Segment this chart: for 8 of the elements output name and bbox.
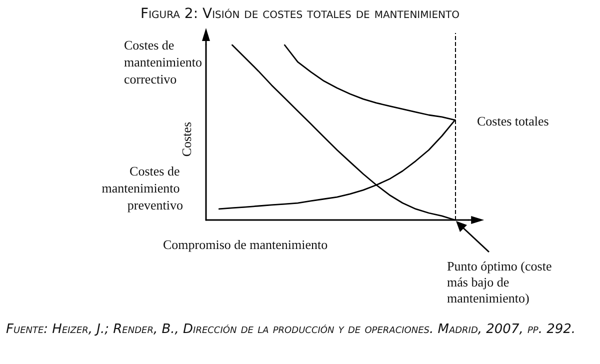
chart-title: Figura 2: Visión de costes totales de mantenimiento [140,6,460,22]
series-label: Costes totales [477,114,549,128]
y-axis-title: Costes [179,122,194,157]
text: Punto óptimo (coste más bajo de mantenimiento) [447,258,555,306]
source-note: Fuente: Heizer, J.; Render, B., Dirección de la producción y de operaciones. Madrid, 2007, pp. 292. [6,322,577,338]
text: Costes de mantenimiento preventivo [102,164,183,212]
x-axis-title: Compromiso de mantenimiento [163,237,328,252]
legend-label: Costes de mantenimiento correctivo [124,38,206,86]
